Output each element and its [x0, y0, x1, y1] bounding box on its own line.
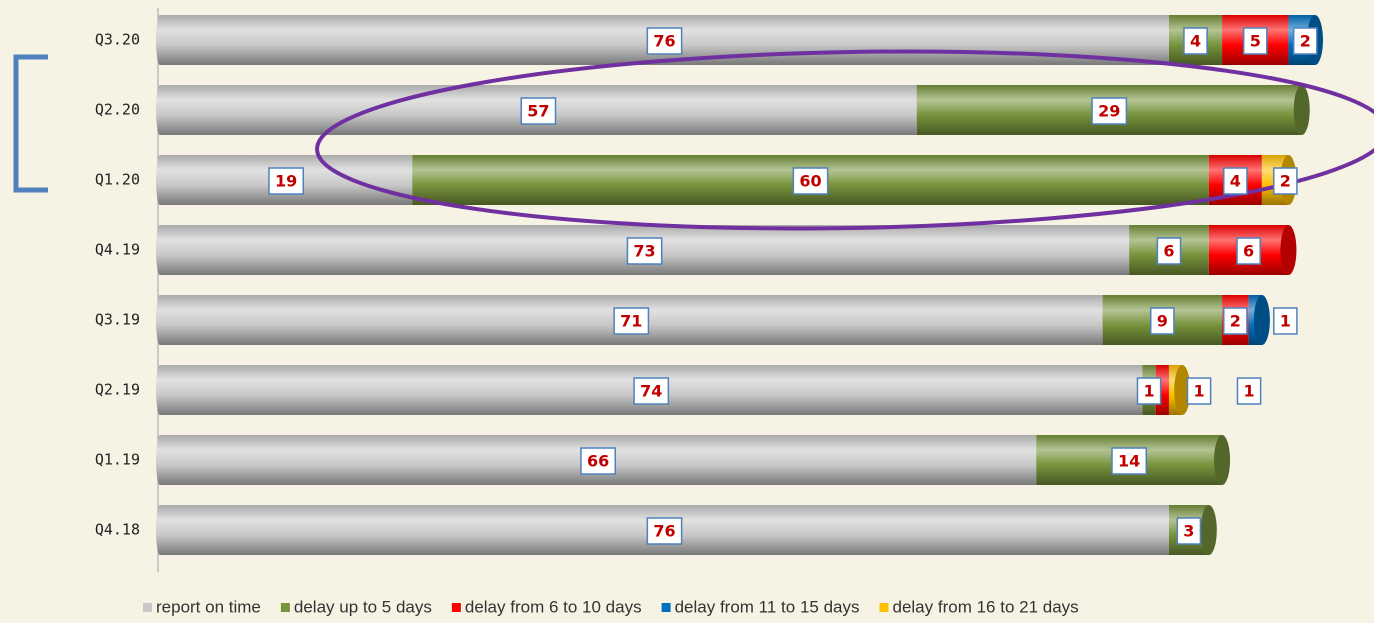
data-label: 3: [1183, 522, 1194, 541]
data-label: 57: [527, 102, 549, 121]
bar-end-cap: [1200, 505, 1217, 555]
data-label: 60: [799, 172, 821, 191]
legend-swatch: [143, 603, 152, 612]
data-label-box: [1223, 307, 1248, 335]
data-label: 74: [640, 382, 662, 401]
legend-swatch: [451, 603, 461, 612]
data-label-box: [633, 377, 670, 405]
data-label: 66: [587, 452, 609, 471]
data-label: 5: [1250, 32, 1261, 51]
data-label-box: [580, 447, 616, 475]
y-tick-label: Q4.18: [95, 521, 140, 539]
data-label-box: [1136, 377, 1162, 405]
data-label-box: [1273, 307, 1298, 335]
data-label-box: [1111, 447, 1148, 475]
bracket-annotation: [13, 54, 48, 193]
data-label-box: [1242, 27, 1268, 55]
data-label-box: [1273, 167, 1298, 195]
bar-end-cap: [1174, 365, 1191, 415]
legend-swatch: [879, 603, 889, 612]
bar-end-cap: [1293, 85, 1310, 135]
data-label: 9: [1157, 312, 1168, 331]
legend-label: delay from 11 to 15 days: [675, 597, 860, 616]
data-label: 76: [653, 522, 675, 541]
data-label-box: [1150, 307, 1175, 335]
data-label: 4: [1190, 32, 1201, 51]
data-label-box: [646, 27, 683, 55]
data-label-box: [1292, 27, 1318, 55]
y-tick-label: Q4.19: [95, 241, 140, 259]
data-label: 2: [1230, 312, 1241, 331]
y-tick-label: Q1.19: [95, 451, 140, 469]
highlight-ellipse: [315, 49, 1374, 231]
data-label-box: [1186, 377, 1212, 405]
legend-label: delay from 6 to 10 days: [465, 597, 642, 616]
data-label: 2: [1300, 32, 1311, 51]
legend-label: delay up to 5 days: [294, 597, 432, 616]
data-label: 6: [1243, 242, 1254, 261]
legend-swatch: [661, 603, 671, 612]
y-tick-label: Q2.20: [95, 101, 140, 119]
data-label-box: [1176, 517, 1202, 545]
y-tick-label: Q3.19: [95, 311, 140, 329]
data-label-box: [1236, 237, 1261, 265]
data-label: 1: [1143, 382, 1154, 401]
y-tick-label: Q3.20: [95, 31, 140, 49]
data-label: 1: [1280, 312, 1291, 331]
data-label: 2: [1280, 172, 1291, 191]
legend-swatch: [280, 603, 290, 612]
data-label: 1: [1193, 382, 1204, 401]
y-tick-label: Q1.20: [95, 171, 140, 189]
data-label: 73: [633, 242, 655, 261]
data-label-box: [520, 97, 557, 125]
data-label-box: [268, 167, 305, 195]
legend-label: delay from 16 to 21 days: [893, 597, 1079, 616]
data-label-box: [1223, 167, 1248, 195]
data-label-box: [1091, 97, 1128, 125]
data-label-box: [1236, 377, 1262, 405]
data-label-box: [1183, 27, 1208, 55]
data-label: 29: [1098, 102, 1120, 121]
data-label-box: [613, 307, 650, 335]
legend-label: report on time: [156, 597, 261, 616]
data-label: 14: [1118, 452, 1140, 471]
data-label: 71: [620, 312, 642, 331]
data-label-box: [626, 237, 663, 265]
data-label-box: [1156, 237, 1182, 265]
data-label: 4: [1230, 172, 1241, 191]
data-label: 19: [275, 172, 297, 191]
data-label-box: [646, 517, 683, 545]
y-tick-label: Q2.19: [95, 381, 140, 399]
bar-end-cap: [1253, 295, 1270, 345]
data-label: 1: [1243, 382, 1254, 401]
bar-end-cap: [1214, 435, 1231, 485]
data-label-box: [792, 167, 829, 195]
bar-end-cap: [1280, 225, 1297, 275]
data-label: 76: [653, 32, 675, 51]
data-label: 6: [1163, 242, 1174, 261]
